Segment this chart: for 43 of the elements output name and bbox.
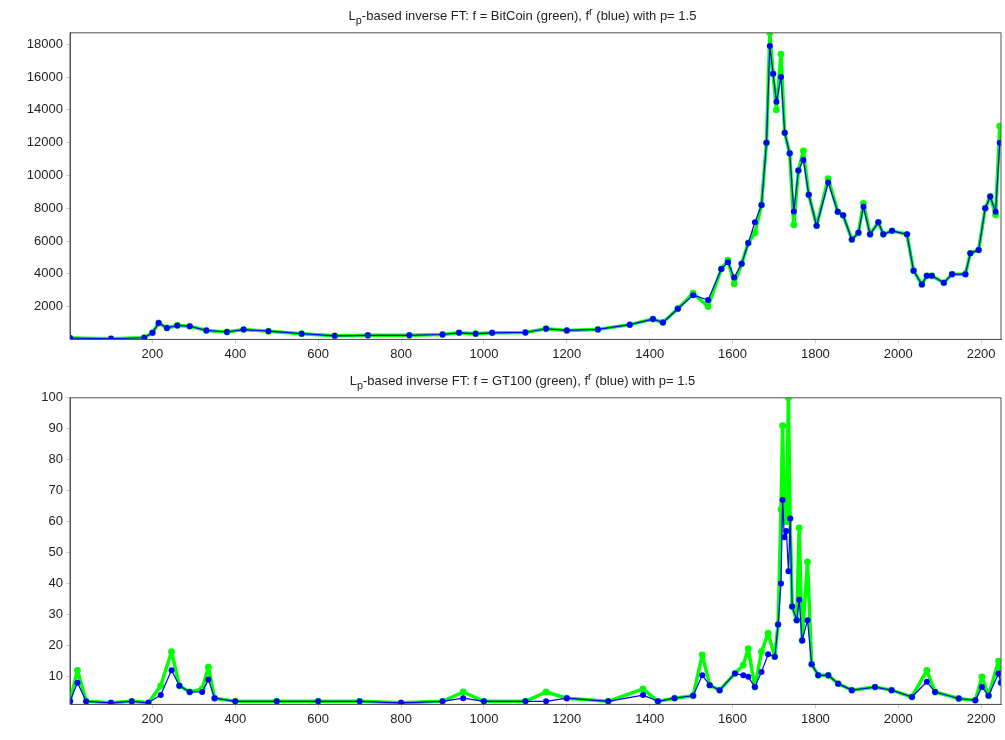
x-tick-label: 800 [390,345,412,361]
x-tick-label: 2000 [883,345,913,361]
y-tick-label: 8000 [34,199,63,215]
x-tick-label: 1800 [800,345,830,361]
y-tick-label: 10 [48,668,63,684]
y-tick-label: 30 [48,606,63,622]
y-tick-label: 60 [48,513,63,529]
y-tick-label: 4000 [34,265,63,281]
y-tick-label: 16000 [26,68,63,84]
chart-title: L$_{p}$-based inverse FT: f = BitCoin (green), f$^{r}$ (blue) with p= 1.5 [347,4,698,26]
x-tick-label: 1800 [800,710,830,726]
y-tick-label: 2000 [34,298,63,314]
x-tick-label: 1400 [635,345,665,361]
x-tick-label: 600 [307,345,330,361]
y-tick-label: 80 [48,451,63,467]
x-tick-label: 1200 [552,345,582,361]
y-tick-label: 40 [48,575,63,591]
chart-title: L$_{p}$-based inverse FT: f = GT100 (green), f$^{r}$ (blue) with p= 1.5 [348,369,697,391]
y-tick-label: 70 [48,482,63,498]
y-tick-label: 10000 [26,167,63,183]
x-tick-label: 1600 [718,345,747,361]
x-tick-label: 1400 [635,710,665,726]
x-tick-label: 400 [224,710,247,726]
y-tick-label: 90 [48,420,63,436]
y-tick-label: 100 [41,389,63,405]
y-tick-label: 18000 [26,35,63,51]
x-tick-label: 1200 [552,710,582,726]
x-tick-label: 600 [307,710,330,726]
y-tick-label: 14000 [26,101,63,117]
x-tick-label: 800 [390,710,412,726]
y-tick-label: 6000 [34,232,63,248]
y-tick-label: 20 [48,637,63,653]
x-tick-label: 2200 [966,345,996,361]
x-tick-label: 400 [224,345,247,361]
y-tick-label: 12000 [26,134,63,150]
x-tick-label: 2000 [883,710,913,726]
x-tick-label: 1600 [718,710,747,726]
y-tick-label: 50 [48,544,63,560]
x-tick-label: 1000 [469,345,499,361]
x-tick-label: 200 [141,345,164,361]
x-tick-label: 1000 [469,710,499,726]
x-tick-label: 200 [141,710,164,726]
x-tick-label: 2200 [966,710,996,726]
